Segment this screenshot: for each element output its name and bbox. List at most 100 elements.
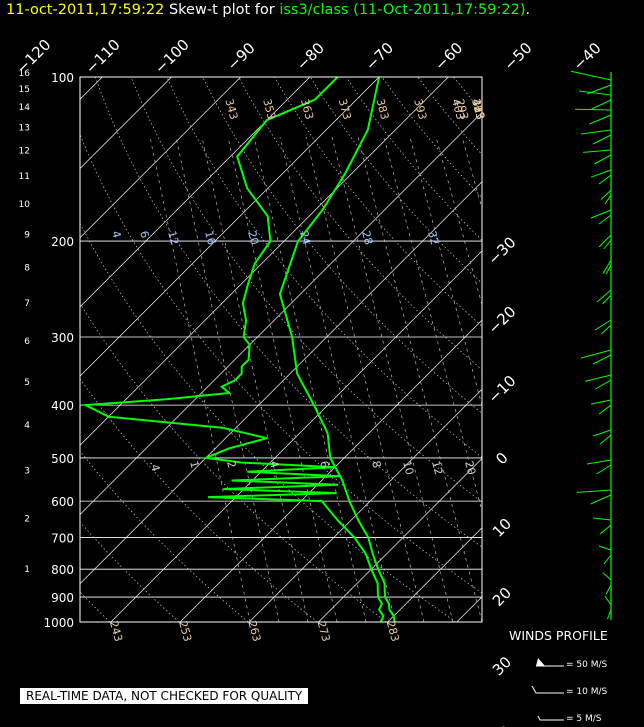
dry-adiabat-label-273: 273 <box>315 619 333 643</box>
wind-barb-5 <box>590 169 612 178</box>
dry-adiabat-label-333: 333 <box>469 97 487 121</box>
title-text: Skew-t plot for <box>168 2 275 18</box>
mixing-ratio-line-0 <box>149 136 251 622</box>
pressure-label-200: 200 <box>51 235 74 249</box>
wind-barb-b-2 <box>589 114 612 125</box>
wind-legend-50-flag <box>536 658 545 666</box>
pressure-label-1000: 1000 <box>43 616 74 630</box>
height-label-12: 12 <box>19 146 30 156</box>
dry-adiabat-303 <box>80 133 482 594</box>
wind-barb-15 <box>592 429 612 437</box>
height-label-3: 3 <box>24 466 30 476</box>
wind-barb-b-5 <box>598 174 612 185</box>
mixing-ratio-line-4 <box>253 136 367 622</box>
wind-barb-b-6 <box>604 194 612 205</box>
wind-barb-6 <box>600 189 612 200</box>
wind-barb-0 <box>570 70 612 81</box>
mixing-label-low-4: 6 <box>317 459 331 469</box>
temp-label-right--20: −20 <box>484 303 519 338</box>
mixing-label-low-5: 8 <box>369 459 383 469</box>
winds-profile-title: WINDS PROFILE <box>509 628 608 643</box>
diagram-grid <box>0 77 644 622</box>
isotherm--70 <box>80 77 380 377</box>
wind-barb-b-18 <box>599 524 612 535</box>
wind-barb-b-8 <box>603 239 612 250</box>
isotherm-0 <box>318 458 482 622</box>
height-label-13: 13 <box>19 123 30 133</box>
wind-legend-5-symbol <box>537 715 564 721</box>
wind-barb-17 <box>576 489 612 493</box>
temp-label-top--70: −70 <box>362 39 397 74</box>
mixing-ratio-line-1 <box>175 136 280 622</box>
wind-barb-19 <box>598 545 612 551</box>
dry-adiabat-label-433: 433 <box>469 97 487 121</box>
isotherm--60 <box>80 77 449 446</box>
dry-adiabat-label-313: 313 <box>469 97 487 121</box>
wind-barb-b-15 <box>599 434 612 445</box>
wind-barb-b-10 <box>602 294 612 305</box>
mixing-label-low-1: 1 <box>187 459 201 469</box>
mixing-label-mid-2: 12 <box>165 229 181 246</box>
mixing-label-mid-5: 24 <box>297 229 313 246</box>
mixing-ratio-line-3 <box>227 136 338 622</box>
isotherm-20 <box>456 596 482 622</box>
wind-barb-b-20 <box>605 584 612 595</box>
mixing-label-mid-6: 28 <box>359 229 375 246</box>
temp-label-right-10: 10 <box>489 515 515 541</box>
pressure-label-800: 800 <box>51 563 74 577</box>
temp-label-right--30: −30 <box>484 233 519 268</box>
isotherm--120 <box>0 77 33 622</box>
mixing-label-low-7: 12 <box>429 459 445 476</box>
wind-barb-b-19 <box>603 554 612 565</box>
mixing-ratio-line-10 <box>409 136 482 407</box>
mixing-label-mid-3: 16 <box>202 229 218 246</box>
mixing-label-low-8: 20 <box>462 459 478 476</box>
isotherm--100 <box>80 77 172 169</box>
isotherm--50 <box>80 112 482 515</box>
mixing-label-low-6: 10 <box>400 459 416 476</box>
mixing-ratio-line-2 <box>201 136 309 622</box>
dry-adiabat-373 <box>310 77 482 284</box>
dry-adiabat-label-283: 283 <box>384 619 402 643</box>
mixing-label-mid-0: 4 <box>109 229 123 239</box>
wind-barb-b-16 <box>596 464 612 475</box>
temp-label-right-0: 0 <box>492 449 511 468</box>
wind-barb-12 <box>580 349 612 359</box>
temp-label-right-20: 20 <box>489 584 515 610</box>
mixing-ratio-line-8 <box>357 136 482 622</box>
temp-label-right-30: 30 <box>489 653 515 679</box>
temp-label-right--10: −10 <box>484 372 519 407</box>
wind-barb-2 <box>574 108 612 111</box>
height-label-1: 1 <box>24 565 30 575</box>
wind-barb-b-14 <box>598 404 612 415</box>
dry-adiabat-313 <box>94 77 482 548</box>
axis-labels: 1002003004005006007008009001000123456789… <box>13 36 605 727</box>
dry-adiabat-label-383: 383 <box>373 97 391 121</box>
dry-adiabat-433 <box>525 77 644 622</box>
isotherm--10 <box>249 388 482 622</box>
dry-adiabat-363 <box>274 77 482 327</box>
dry-adiabat-323 <box>130 77 482 503</box>
wind-barb-21 <box>604 595 612 606</box>
dry-adiabat-353 <box>238 77 482 371</box>
wind-barb-b-21 <box>606 609 612 620</box>
wind-barb-3 <box>580 129 612 135</box>
wind-barb-b-17 <box>590 494 612 505</box>
temp-label-top--40: −40 <box>570 39 605 74</box>
dry-adiabat-label-343: 343 <box>222 97 240 121</box>
height-label-4: 4 <box>24 421 30 431</box>
mixing-ratio-line-7 <box>331 136 454 622</box>
mixing-ratio-line-9 <box>383 136 482 513</box>
dry-adiabat-label-413: 413 <box>469 97 487 121</box>
isotherm--20 <box>179 319 482 622</box>
dry-adiabat-label-423: 423 <box>469 97 487 121</box>
wind-barb-b-13 <box>595 379 612 390</box>
height-label-14: 14 <box>19 103 31 113</box>
wind-legend-5: = 5 M/S <box>566 714 602 724</box>
chart-title: 11-oct-2011,17:59:22 Skew-t plot for iss… <box>6 2 530 18</box>
isotherm-10 <box>387 527 482 622</box>
isotherm--90 <box>80 77 241 239</box>
wind-barb-b-11 <box>601 324 612 335</box>
pressure-label-300: 300 <box>51 331 74 345</box>
wind-barb-20 <box>602 572 612 581</box>
